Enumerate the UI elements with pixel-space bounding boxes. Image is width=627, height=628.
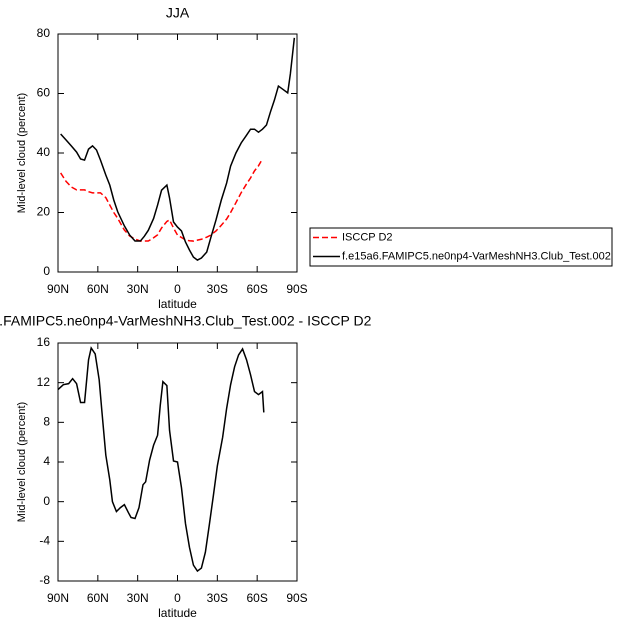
x-tick-label: 90N <box>47 282 69 296</box>
chart-title: a6.FAMIPC5.ne0np4-VarMeshNH3.Club_Test.0… <box>0 313 372 329</box>
y-tick-label: 60 <box>37 86 51 100</box>
data-line <box>57 346 265 573</box>
legend-box <box>309 227 613 267</box>
x-tick-label: 30N <box>127 282 149 296</box>
x-tick-label: 60S <box>246 282 267 296</box>
x-tick-label: 30S <box>207 591 228 605</box>
y-axis-label: Mid-level cloud (percent) <box>16 93 28 213</box>
x-tick-label: 90S <box>286 282 307 296</box>
x-tick-label: 60N <box>87 282 109 296</box>
x-tick-label: 30N <box>127 591 149 605</box>
y-tick-label: 12 <box>37 375 51 389</box>
y-axis-label: Mid-level cloud (percent) <box>16 402 28 522</box>
y-tick-label: -4 <box>39 534 50 548</box>
legend-label: f.e15a6.FAMIPC5.ne0np4-VarMeshNH3.Club_T… <box>342 250 611 262</box>
y-tick-label: -8 <box>39 573 50 587</box>
x-axis-label: latitude <box>158 606 197 620</box>
x-tick-label: 60S <box>246 591 267 605</box>
y-tick-label: 4 <box>43 454 50 468</box>
y-tick-label: 80 <box>37 26 51 40</box>
x-tick-label: 90N <box>47 591 69 605</box>
x-axis-label: latitude <box>158 297 197 311</box>
plot-frame <box>57 33 298 273</box>
legend-label: ISCCP D2 <box>342 231 393 243</box>
x-tick-label: 90S <box>286 591 307 605</box>
data-line <box>60 37 296 261</box>
x-tick-label: 30S <box>207 282 228 296</box>
chart-title: JJA <box>166 5 190 21</box>
y-tick-label: 40 <box>37 145 51 159</box>
y-tick-label: 0 <box>43 264 50 278</box>
data-line <box>60 158 264 242</box>
x-tick-label: 60N <box>87 591 109 605</box>
y-tick-label: 8 <box>43 415 50 429</box>
x-tick-label: 0 <box>174 591 181 605</box>
y-tick-label: 16 <box>37 335 51 349</box>
y-tick-label: 0 <box>43 494 50 508</box>
x-tick-label: 0 <box>174 282 181 296</box>
y-tick-label: 20 <box>37 205 51 219</box>
